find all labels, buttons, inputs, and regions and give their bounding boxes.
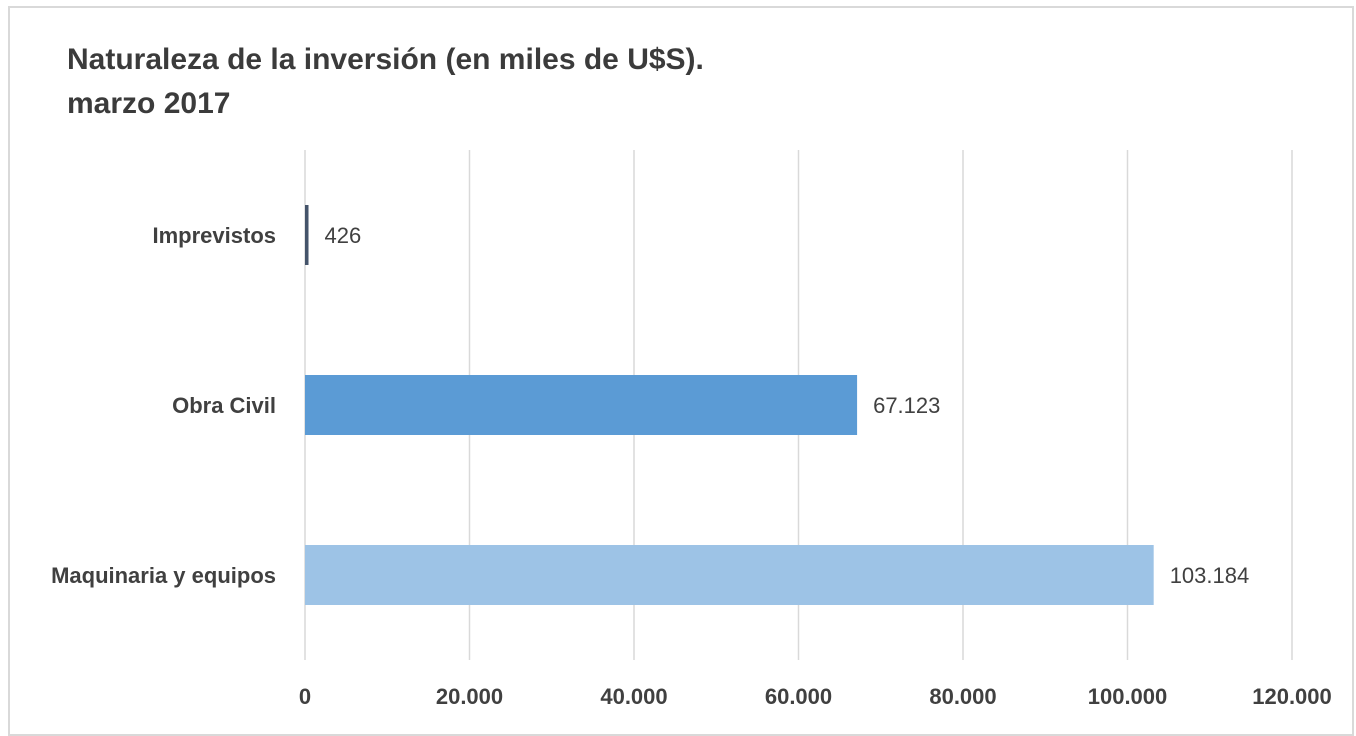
bar xyxy=(305,205,309,265)
x-tick-label: 20.000 xyxy=(436,684,503,709)
x-tick-label: 100.000 xyxy=(1088,684,1168,709)
x-tick-label: 60.000 xyxy=(765,684,832,709)
chart-title-line: Naturaleza de la inversión (en miles de … xyxy=(67,43,704,76)
category-label: Obra Civil xyxy=(172,393,276,418)
data-label: 103.184 xyxy=(1170,563,1250,588)
category-label: Imprevistos xyxy=(153,223,277,248)
bars xyxy=(305,205,1154,605)
bar xyxy=(305,545,1154,605)
category-label: Maquinaria y equipos xyxy=(51,563,276,588)
chart-title: Naturaleza de la inversión (en miles de … xyxy=(67,38,704,126)
x-tick-label: 0 xyxy=(299,684,311,709)
labels: 0 20.000 40.000 60.000 80.000 100.000 120.000 I… xyxy=(51,223,1332,709)
x-tick-label: 80.000 xyxy=(929,684,996,709)
chart-subtitle: marzo 2017 xyxy=(67,87,231,120)
x-tick-label: 120.000 xyxy=(1252,684,1332,709)
data-label: 67.123 xyxy=(873,393,940,418)
chart-frame xyxy=(8,6,1354,736)
bar xyxy=(305,375,858,435)
x-tick-label: 40.000 xyxy=(600,684,667,709)
data-label: 426 xyxy=(325,223,362,248)
